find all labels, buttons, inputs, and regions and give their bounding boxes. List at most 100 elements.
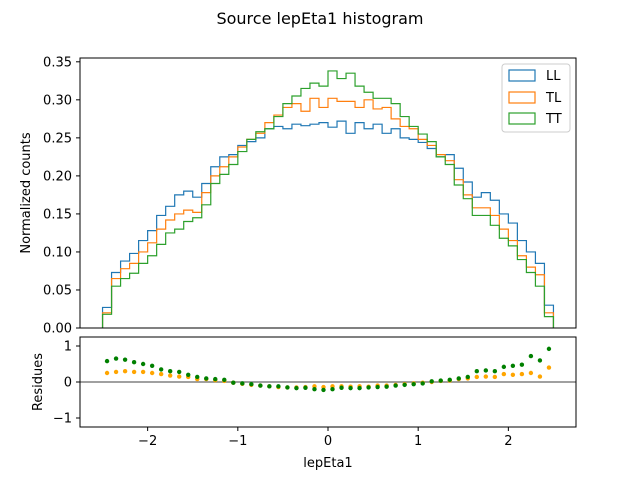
residue-point-series-1 <box>294 385 299 391</box>
residue-point-series-1 <box>474 369 479 374</box>
residue-point-series-1 <box>330 387 335 392</box>
legend-swatch-ll <box>508 69 536 82</box>
residue-point-series-0 <box>167 373 173 378</box>
legend-entry-tl: TL <box>508 91 562 106</box>
residue-point-series-1 <box>465 374 470 380</box>
residue-point-series-0 <box>537 374 543 379</box>
histogram-frame <box>79 57 577 329</box>
legend-entry-ll: LL <box>508 69 561 84</box>
residue-point-series-0 <box>492 374 498 380</box>
residue-point-series-1 <box>113 356 119 361</box>
x-tick-label: 2 <box>504 434 512 449</box>
histogram-y-axis-label: Normalized counts <box>19 132 34 254</box>
residue-point-series-0 <box>104 370 110 376</box>
residues-y-axis-label: Residues <box>31 353 46 411</box>
residue-point-series-0 <box>483 374 489 379</box>
residue-point-series-1 <box>249 381 254 387</box>
residue-point-series-1 <box>393 383 398 388</box>
residue-point-series-1 <box>186 372 191 377</box>
residue-point-series-1 <box>438 378 443 383</box>
legend-label-tt: TT <box>545 112 562 127</box>
histogram-y-tick-label: 0.35 <box>43 55 72 70</box>
residue-point-series-1 <box>546 346 552 352</box>
residue-point-series-1 <box>276 384 281 389</box>
residue-point-series-1 <box>231 380 236 385</box>
residue-point-series-1 <box>411 381 416 387</box>
residues-y-tick-label: 0 <box>64 376 72 391</box>
residue-point-series-1 <box>222 377 227 383</box>
residue-point-series-1 <box>348 385 353 391</box>
residues-y-ticks: −1 0 1 <box>53 340 80 427</box>
residue-point-series-1 <box>267 384 272 389</box>
histogram-series-ll <box>101 120 555 328</box>
histogram-y-tick-label: 0.00 <box>43 322 72 337</box>
residues-y-tick-label: 1 <box>64 340 72 355</box>
residue-point-series-1 <box>510 363 516 368</box>
residue-point-series-0 <box>546 365 552 370</box>
residue-point-series-0 <box>510 372 516 377</box>
residue-point-series-1 <box>501 364 507 370</box>
legend-label-tl: TL <box>545 91 562 106</box>
residue-point-series-1 <box>104 358 110 364</box>
residue-point-series-1 <box>195 374 200 380</box>
residue-point-series-1 <box>321 387 326 393</box>
legend-swatch-tt <box>508 112 536 125</box>
residue-point-series-1 <box>492 369 498 374</box>
residue-point-series-1 <box>131 360 137 365</box>
residue-point-series-1 <box>312 387 317 392</box>
residue-point-series-0 <box>122 369 128 374</box>
residues-y-tick-label: −1 <box>53 412 72 427</box>
histogram-y-tick-label: 0.20 <box>43 169 72 184</box>
residue-point-series-0 <box>177 374 182 379</box>
residue-point-series-1 <box>528 353 534 359</box>
x-tick-label: 1 <box>414 434 422 449</box>
residue-point-series-0 <box>501 371 507 377</box>
residue-point-series-0 <box>113 369 119 375</box>
residue-point-series-1 <box>303 385 308 390</box>
histogram-panel: 0.00 0.05 0.10 0.15 0.20 0.25 0.30 0.35 Normali… <box>19 55 577 337</box>
residues-x-ticks: −2 −1 0 1 2 <box>138 427 513 449</box>
legend-entry-tt: TT <box>508 112 562 127</box>
residue-point-series-1 <box>429 379 434 384</box>
residue-point-series-1 <box>240 381 245 386</box>
residue-point-series-1 <box>375 384 380 390</box>
histogram-y-ticks: 0.00 0.05 0.10 0.15 0.20 0.25 0.30 0.35 <box>43 55 80 337</box>
residue-point-series-1 <box>384 384 389 389</box>
residue-point-series-0 <box>158 371 164 377</box>
residue-point-series-1 <box>177 369 182 375</box>
residue-point-series-1 <box>447 377 452 383</box>
x-tick-label: −2 <box>138 434 157 449</box>
histogram-series-tl <box>101 97 555 328</box>
residues-panel: −1 0 1 −2 −1 0 1 2 Residues lepEta1 <box>31 336 577 471</box>
figure-title: Source lepEta1 histogram <box>216 9 423 28</box>
residue-point-series-1 <box>258 383 263 388</box>
residue-point-series-1 <box>537 358 543 363</box>
residue-point-series-1 <box>149 363 155 368</box>
histogram-y-tick-label: 0.25 <box>43 131 72 146</box>
residue-point-series-1 <box>158 367 164 372</box>
residue-point-series-0 <box>519 371 525 377</box>
x-tick-label: −1 <box>228 434 247 449</box>
residue-point-series-1 <box>339 385 344 390</box>
residue-point-series-1 <box>122 357 128 362</box>
residue-point-series-1 <box>204 376 209 381</box>
residue-point-series-1 <box>519 362 525 367</box>
residue-point-series-0 <box>528 370 534 376</box>
residue-point-series-1 <box>402 382 407 388</box>
residue-point-series-1 <box>366 385 371 390</box>
residue-point-series-1 <box>167 369 173 374</box>
residue-point-series-1 <box>140 361 146 367</box>
legend-swatch-tl <box>508 91 536 104</box>
legend: LL TL TT <box>501 63 571 133</box>
residue-point-series-0 <box>474 374 479 380</box>
histogram-y-tick-label: 0.15 <box>43 207 72 222</box>
residue-point-series-1 <box>456 376 461 381</box>
residue-point-series-1 <box>357 385 362 391</box>
residue-point-series-1 <box>420 381 425 386</box>
x-axis-label: lepEta1 <box>303 456 352 471</box>
residues-points-group <box>104 346 552 393</box>
histogram-series-tt <box>101 70 555 328</box>
legend-label-ll: LL <box>546 69 561 84</box>
residue-point-series-1 <box>213 376 218 382</box>
